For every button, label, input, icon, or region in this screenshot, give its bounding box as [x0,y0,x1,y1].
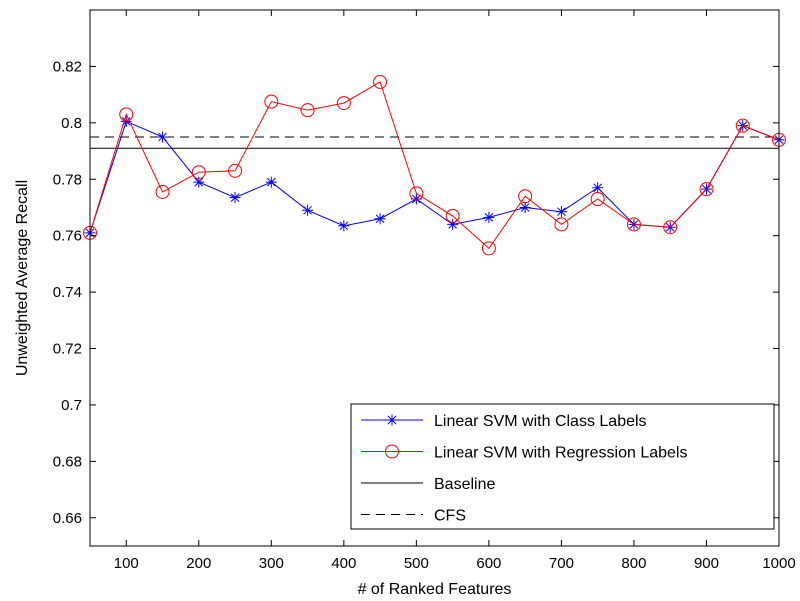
data-point [228,163,243,178]
data-point [410,193,422,205]
legend-item: Linear SVM with Regression Labels [361,444,687,462]
data-point [119,107,134,122]
x-tick-label: 700 [549,555,574,572]
data-point [155,184,170,199]
x-tick-label: 500 [404,555,429,572]
x-tick-label: 100 [114,555,139,572]
x-tick-label: 900 [694,555,719,572]
data-point [409,186,424,201]
x-tick-label: 200 [186,555,211,572]
x-axis-label: # of Ranked Features [358,581,512,598]
x-tick-label: 1000 [762,555,795,572]
data-point [300,103,315,118]
legend-box [350,403,775,530]
legend-label: Linear SVM with Class Labels [434,413,647,430]
legend-label: Baseline [434,476,495,493]
data-point [229,192,241,204]
data-point [554,217,569,232]
data-point [191,165,206,180]
data-point [555,206,567,218]
data-point [373,74,388,89]
data-point [447,218,459,230]
data-point [264,94,279,109]
data-point [626,217,641,232]
data-point [735,118,750,133]
x-tick-label: 300 [259,555,284,572]
data-point [157,131,169,143]
data-point [338,220,350,232]
legend-item: Linear SVM with Class Labels [361,413,647,430]
data-point [663,220,678,235]
series-2 [83,74,786,256]
data-point [699,182,714,197]
x-tick-label: 800 [621,555,646,572]
data-point [302,204,314,216]
y-tick-label: 0.7 [61,397,82,414]
series-layer [83,74,786,256]
data-point [518,189,533,204]
legend-label: CFS [434,508,466,525]
y-tick-label: 0.76 [53,228,82,245]
plot-frame [89,9,780,547]
y-tick-label: 0.68 [53,453,82,470]
data-point [374,213,386,225]
data-point [265,176,277,188]
y-tick-label: 0.8 [61,115,82,132]
y-axis-label: Unweighted Average Recall [14,180,31,376]
legend-marker [385,444,399,459]
x-axis-ticks: 100 200 300 400 500 600 700 800 900 1000 [114,10,796,572]
y-tick-label: 0.72 [53,341,82,358]
legend: Linear SVM with Class Labels Linear SVM w… [350,403,775,530]
data-point [592,182,604,194]
y-tick-label: 0.78 [53,171,82,188]
legend-item: Baseline [361,476,495,493]
data-point [483,211,495,223]
y-tick-label: 0.66 [53,510,82,527]
x-tick-label: 600 [476,555,501,572]
data-point [193,176,205,188]
x-tick-label: 400 [331,555,356,572]
y-axis-ticks: 0.66 0.68 0.7 0.72 0.74 0.76 0.78 0.8 0.82 [53,58,779,527]
y-tick-label: 0.82 [53,58,82,75]
legend-marker [386,414,398,426]
y-tick-label: 0.74 [53,284,82,301]
data-point [120,115,132,127]
reference-lines [90,136,779,149]
data-point [519,201,531,213]
data-point [590,192,605,207]
legend-label: Linear SVM with Regression Labels [434,445,687,462]
data-point [481,241,496,256]
data-point [445,208,460,223]
legend-item: CFS [361,508,466,525]
data-point [336,96,351,111]
